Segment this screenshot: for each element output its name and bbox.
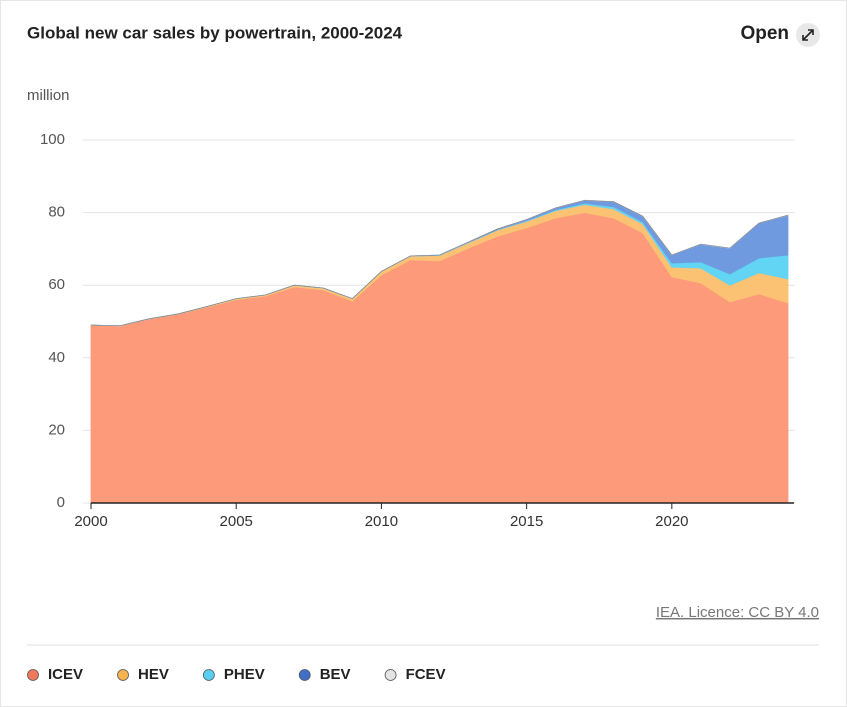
open-button[interactable]: Open [740, 23, 789, 44]
y-tick-label: 40 [48, 349, 65, 366]
legend-label: ICEV [48, 666, 83, 683]
legend-marker [117, 669, 129, 681]
legend-label: PHEV [224, 666, 265, 683]
x-tick-label: 2005 [220, 513, 253, 530]
open-icon[interactable] [796, 23, 820, 47]
y-tick-label: 80 [48, 204, 65, 221]
x-tick-label: 2020 [655, 513, 688, 530]
x-tick-label: 2015 [510, 513, 543, 530]
x-tick-label: 2000 [74, 513, 107, 530]
y-tick-label: 20 [48, 421, 65, 438]
legend-label: FCEV [406, 666, 446, 683]
plot-area [83, 139, 795, 504]
legend-marker [202, 669, 215, 681]
y-tick-label: 100 [40, 131, 65, 148]
legend-label: BEV [320, 666, 351, 683]
legend-marker [298, 669, 311, 681]
y-tick-label: 60 [48, 276, 65, 293]
y-axis-unit: million [27, 87, 70, 104]
source-link[interactable]: IEA. Licence: CC BY 4.0 [656, 604, 819, 621]
y-tick-label: 0 [57, 494, 65, 511]
total-outline [90, 199, 789, 327]
legend-marker [27, 669, 39, 681]
legend-label: HEV [138, 666, 169, 683]
legend-marker [384, 669, 397, 681]
chart-title: Global new car sales by powertrain, 2000… [27, 23, 403, 42]
x-tick-label: 2010 [365, 513, 398, 530]
